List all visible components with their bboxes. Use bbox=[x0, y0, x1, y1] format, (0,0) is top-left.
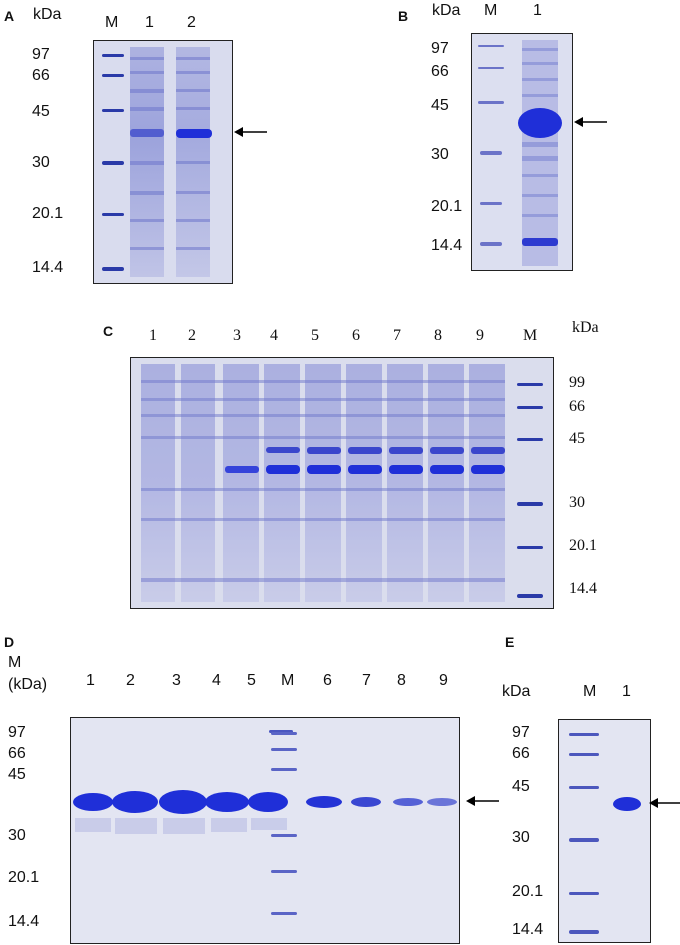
lane-label: 2 bbox=[187, 14, 196, 31]
unit-label: M bbox=[8, 654, 22, 671]
band bbox=[518, 108, 562, 138]
marker-label: 30 bbox=[32, 154, 50, 171]
lane-label: 8 bbox=[434, 327, 442, 344]
gel-d-svg bbox=[71, 718, 459, 943]
marker-label: 20.1 bbox=[431, 198, 463, 215]
marker-label: 30 bbox=[569, 494, 585, 511]
marker-label: 45 bbox=[569, 430, 585, 447]
marker-label: 20.1 bbox=[512, 883, 544, 900]
marker-label: 14.4 bbox=[512, 921, 544, 938]
marker-label: 30 bbox=[512, 829, 530, 846]
lane-label: 3 bbox=[172, 672, 181, 689]
band bbox=[613, 797, 641, 811]
lane-label: 1 bbox=[149, 327, 157, 344]
marker-label: 66 bbox=[431, 63, 449, 80]
marker-label: 99 bbox=[569, 374, 585, 391]
marker-label: 14.4 bbox=[32, 259, 64, 276]
panel-letter: D bbox=[4, 634, 15, 650]
lane-label: 4 bbox=[270, 327, 278, 344]
lane-label: 2 bbox=[188, 327, 196, 344]
lane-label: 1 bbox=[533, 2, 542, 19]
marker-label: 14.4 bbox=[431, 237, 463, 254]
lane-label: 1 bbox=[145, 14, 154, 31]
marker-label: 97 bbox=[32, 46, 50, 63]
marker-label: 66 bbox=[8, 745, 26, 762]
lane-label: M bbox=[105, 14, 119, 31]
marker-label: 14.4 bbox=[8, 913, 40, 930]
marker-label: 66 bbox=[32, 67, 50, 84]
band bbox=[176, 129, 212, 138]
gel-image bbox=[558, 719, 651, 943]
lane-label: M bbox=[281, 672, 295, 689]
marker-label: 45 bbox=[32, 103, 50, 120]
arrow-icon bbox=[234, 127, 267, 137]
band bbox=[522, 238, 558, 246]
marker-label: 45 bbox=[512, 778, 530, 795]
lane-label: 5 bbox=[311, 327, 319, 344]
lane-label: 8 bbox=[397, 672, 406, 689]
marker-label: 30 bbox=[431, 146, 449, 163]
lane-label: 9 bbox=[476, 327, 484, 344]
lane-label: 1 bbox=[86, 672, 95, 689]
marker-label: 97 bbox=[8, 724, 26, 741]
unit-label: kDa bbox=[432, 2, 461, 19]
arrow-icon bbox=[649, 798, 680, 808]
gel-image bbox=[93, 40, 233, 284]
unit-label: (kDa) bbox=[8, 676, 48, 693]
gel-image bbox=[471, 33, 573, 271]
marker-label: 45 bbox=[8, 766, 26, 783]
gel-c-svg bbox=[131, 358, 553, 608]
gel-e-svg bbox=[559, 720, 650, 942]
unit-label: kDa bbox=[572, 319, 599, 336]
arrow-icon bbox=[574, 117, 607, 127]
lane-label: 3 bbox=[233, 327, 241, 344]
marker-label: 20.1 bbox=[8, 869, 40, 886]
gel-a-svg bbox=[94, 41, 232, 283]
lane-label: 6 bbox=[352, 327, 360, 344]
gel-image bbox=[70, 717, 460, 944]
band bbox=[130, 129, 164, 137]
lane-label: M bbox=[583, 683, 597, 700]
marker-label: 45 bbox=[431, 97, 449, 114]
marker-label: 20.1 bbox=[569, 537, 597, 554]
arrow-icon bbox=[466, 796, 499, 806]
lane-label: 4 bbox=[212, 672, 221, 689]
panel-letter: A bbox=[4, 8, 15, 24]
marker-label: 97 bbox=[431, 40, 449, 57]
panel-letter: C bbox=[103, 323, 114, 339]
marker-label: 66 bbox=[569, 398, 585, 415]
lane-label: M bbox=[523, 327, 538, 344]
gel-b-svg bbox=[472, 34, 572, 270]
marker-label: 14.4 bbox=[569, 580, 597, 597]
marker-label: 66 bbox=[512, 745, 530, 762]
panel-letter: E bbox=[505, 634, 515, 650]
unit-label: kDa bbox=[33, 6, 62, 23]
lane-label: M bbox=[484, 2, 498, 19]
marker-label: 30 bbox=[8, 827, 26, 844]
unit-label: kDa bbox=[502, 683, 531, 700]
lane-label: 1 bbox=[622, 683, 631, 700]
panel-letter: B bbox=[398, 8, 409, 24]
gel-image bbox=[130, 357, 554, 609]
marker-label: 97 bbox=[512, 724, 530, 741]
lane-label: 6 bbox=[323, 672, 332, 689]
lane-label: 9 bbox=[439, 672, 448, 689]
lane-label: 5 bbox=[247, 672, 256, 689]
marker-label: 20.1 bbox=[32, 205, 64, 222]
lane-label: 7 bbox=[393, 327, 401, 344]
lane-label: 2 bbox=[126, 672, 135, 689]
lane-label: 7 bbox=[362, 672, 371, 689]
